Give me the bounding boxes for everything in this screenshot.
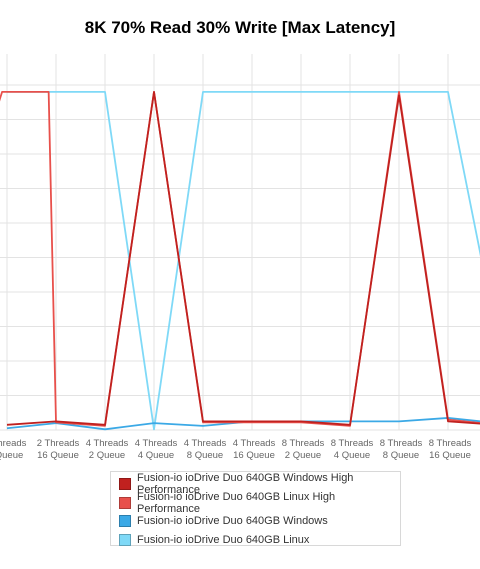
x-tick-label: 16 Queue xyxy=(37,450,79,461)
legend-label: Fusion-io ioDrive Duo 640GB Linux High P… xyxy=(137,490,336,515)
series-lines xyxy=(0,91,480,431)
x-tick-label: 4 Queue xyxy=(334,450,370,461)
x-tick-label: 16 Queue xyxy=(233,450,275,461)
x-tick-label: 2 Queue xyxy=(285,450,321,461)
series-line xyxy=(0,91,480,427)
gridlines xyxy=(0,54,480,431)
legend-swatch xyxy=(119,533,131,546)
x-tick-label: 2 Queue xyxy=(89,450,125,461)
x-tick-label: 4 Queue xyxy=(138,450,174,461)
x-tick-label: 16 Queue xyxy=(429,450,471,461)
legend-label: Fusion-io ioDrive Duo 640GB Windows High… xyxy=(137,472,354,497)
x-tick-label: 8 Threads xyxy=(331,438,374,449)
legend-item: Fusion-io ioDrive Duo 640GB Windows High… xyxy=(119,472,400,497)
x-tick-label: 8 Queue xyxy=(383,450,419,461)
x-tick-label: 8 Threads xyxy=(380,438,423,449)
x-tick-label: 8 Queue xyxy=(187,450,223,461)
chart-legend: Fusion-io ioDrive Duo 640GB Windows High… xyxy=(110,471,401,546)
legend-label: Fusion-io ioDrive Duo 640GB Windows xyxy=(137,515,328,528)
chart-title: 8K 70% Read 30% Write [Max Latency] xyxy=(84,18,396,37)
legend-label: Fusion-io ioDrive Duo 640GB Linux xyxy=(137,533,310,546)
x-tick-label: 4 Threads xyxy=(86,438,129,449)
legend-swatch xyxy=(119,478,131,491)
legend-item: Fusion-io ioDrive Duo 640GB Windows xyxy=(119,512,400,531)
series-line xyxy=(7,91,480,431)
legend-swatch xyxy=(119,515,131,528)
x-tick-label: 2 Threads xyxy=(37,438,80,449)
x-tick-label: 4 Threads xyxy=(184,438,227,449)
x-tick-label: 4 Threads xyxy=(233,438,276,449)
x-tick-label: 8 Threads xyxy=(282,438,325,449)
series-line xyxy=(6,91,480,426)
legend-item: Fusion-io ioDrive Duo 640GB Linux High P… xyxy=(119,490,400,515)
legend-item: Fusion-io ioDrive Duo 640GB Linux xyxy=(119,531,400,550)
x-tick-label: Queue xyxy=(0,450,23,461)
legend-swatch xyxy=(119,496,131,509)
x-tick-label: 8 Threads xyxy=(429,438,472,449)
x-tick-label: 4 Threads xyxy=(135,438,178,449)
x-tick-label: Threads xyxy=(0,438,27,449)
